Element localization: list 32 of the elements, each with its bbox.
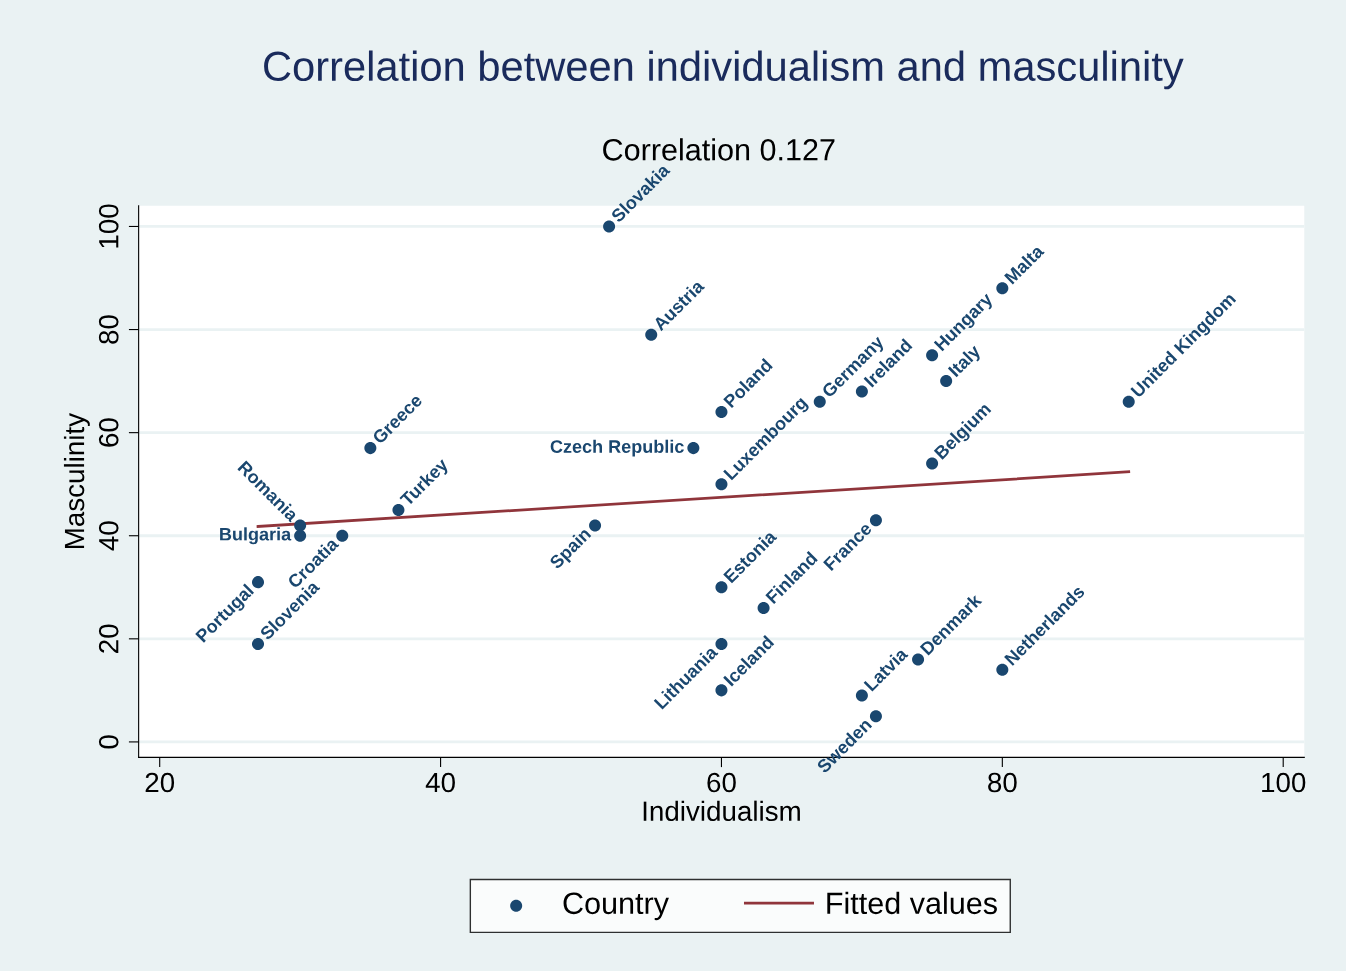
chart-title: Correlation between individualism and masculinity: [264, 50, 1184, 90]
point: [715, 478, 728, 491]
x-tick-label: 40: [425, 772, 455, 793]
chart-subtitle: Correlation 0.127: [603, 138, 835, 161]
legend-label: Country: [563, 892, 669, 921]
y-tick-label: 40: [98, 521, 119, 551]
y-tick-label: 60: [98, 418, 119, 447]
point: [687, 442, 700, 455]
x-tick-label: 20: [145, 772, 175, 793]
y-tick-label: 80: [98, 315, 119, 344]
y-axis-title: Masculinity: [63, 412, 90, 549]
point: [940, 375, 953, 388]
point: [869, 710, 882, 723]
point: [869, 514, 882, 527]
x-tick-label: 100: [1262, 772, 1306, 793]
y-tick-label: 100: [98, 204, 119, 248]
y-tick-label: 0: [98, 735, 119, 749]
point: [589, 519, 602, 532]
point: [603, 220, 616, 233]
legend-label: Fitted values: [827, 891, 997, 915]
x-tick-label: 80: [988, 772, 1017, 793]
point: [392, 503, 405, 516]
point: [813, 395, 826, 408]
x-axis-title: Individualism: [643, 800, 800, 822]
y-tick-label: 20: [98, 624, 119, 653]
annotation: Czech Republic: [550, 439, 684, 457]
point: [364, 442, 377, 455]
x-tick-label: 60: [707, 772, 736, 793]
point: [926, 349, 939, 362]
point: [336, 529, 349, 542]
point: [715, 581, 728, 594]
point: [1122, 395, 1135, 408]
